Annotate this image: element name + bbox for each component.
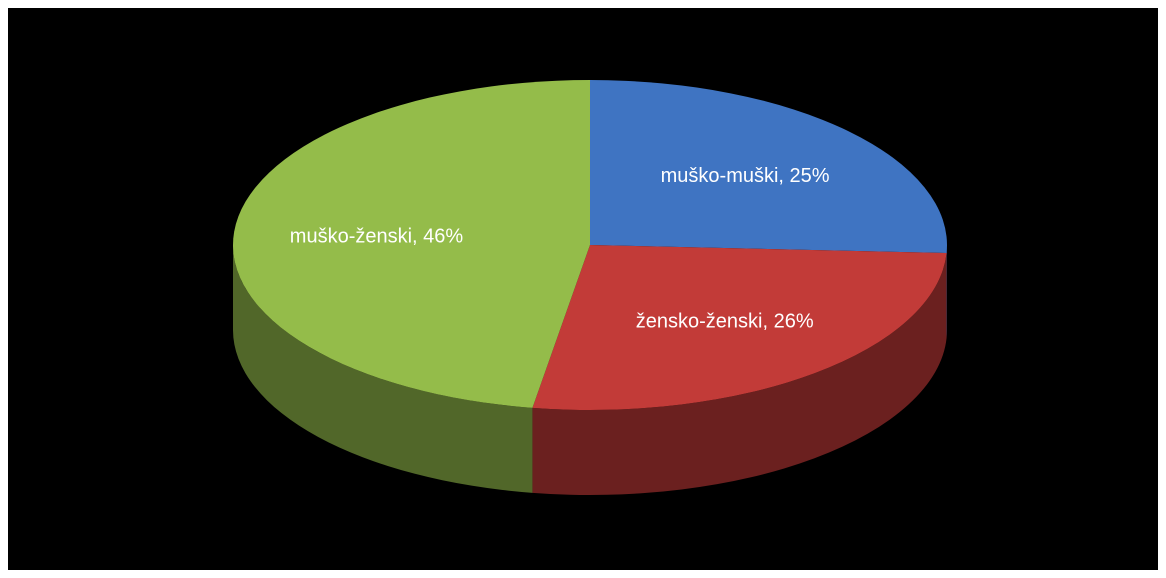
- data-label: žensko-ženski, 26%: [636, 310, 814, 332]
- pie-slice: [590, 80, 948, 254]
- pie-slice: [532, 245, 947, 410]
- data-label: muško-muški, 25%: [661, 165, 830, 187]
- data-label: muško-ženski, 46%: [290, 225, 464, 247]
- pie-slice: [233, 80, 590, 408]
- pie-slice-side: [233, 245, 533, 493]
- pie-slice-side: [532, 253, 947, 495]
